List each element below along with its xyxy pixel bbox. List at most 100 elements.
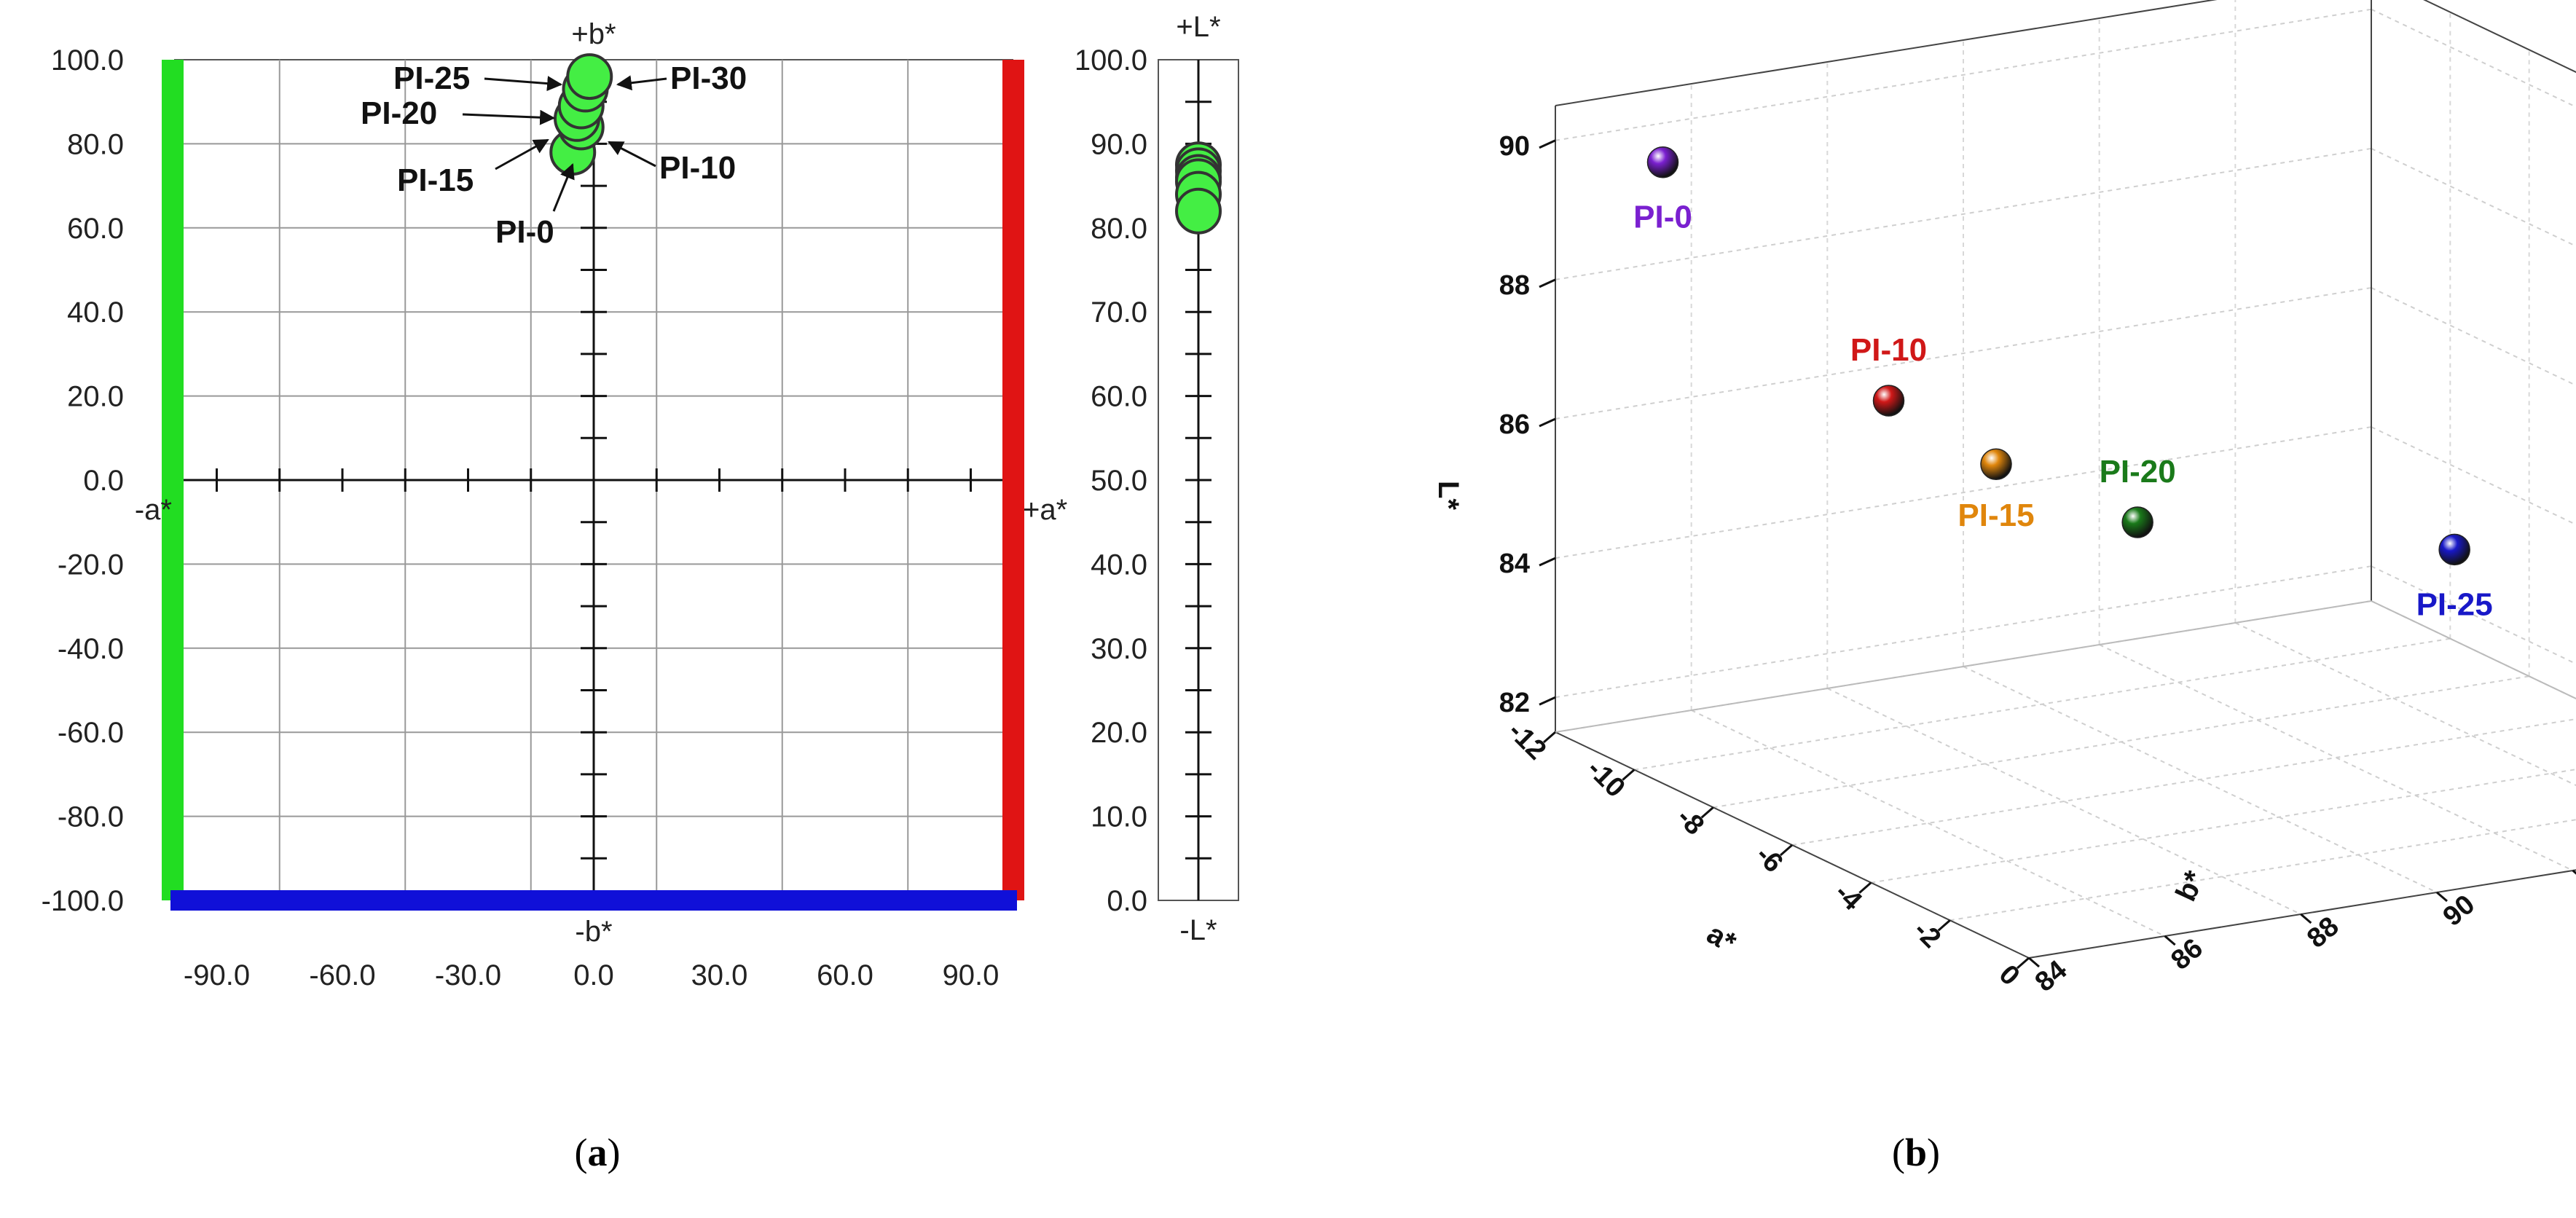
caption-b-letter: b [1905,1131,1927,1174]
box-edge [2423,0,2576,74]
lightness-tick-label: 20.0 [1091,717,1147,749]
box-edge [2028,869,2576,959]
a-tick-label: -12 [1502,716,1552,766]
floor-grid-line [1691,710,2166,937]
axis-name-neg-a: -a* [135,494,172,526]
y-tick-label: -100.0 [42,885,124,917]
edge-neg-a-green [162,60,184,900]
3d-point-label: PI-20 [2100,454,2176,490]
a-tick [1937,919,1951,932]
lab-3d-scatter-chart: 8284868890-12-10-8-6-4-2084868890929496 … [1432,0,2576,998]
3d-point-label: PI-25 [2416,586,2493,622]
axis-label-a-star: a* [1702,918,1742,959]
b-tick [2028,956,2040,968]
x-tick-label: -90.0 [184,959,250,991]
lightness-ticks: 100.0 90.0 80.0 70.0 60.0 50.0 40.0 30.0 20.0 10.… [1075,44,1239,917]
lightness-point [1175,187,1222,235]
caption-a: (a) [575,1131,621,1174]
lightness-tick-label: 80.0 [1091,213,1147,245]
lightness-points [1175,141,1222,235]
ab-point-label: PI-0 [495,214,554,250]
b-tick [2572,869,2576,875]
ab-point-label: PI-30 [670,60,747,96]
a-tick [1543,731,1556,744]
b-tick-label: 84 [2030,955,2073,998]
a-tick [1622,769,1635,781]
box-edge [1555,600,2372,733]
lightness-tick-label: 90.0 [1091,128,1147,160]
z-tick [1539,278,1556,288]
y-tick-label: 60.0 [67,213,124,245]
a-tick-label: -2 [1907,915,1947,954]
3d-point-label: PI-10 [1850,332,1927,368]
3d-point-sphere [2438,533,2470,566]
a-tick-label: -8 [1670,802,1710,841]
x-tick-label: 90.0 [943,959,1000,991]
axis-name-neg-b: -b* [575,916,612,948]
ab-tick-labels: -90.0 -60.0 -30.0 0.0 30.0 60.0 90.0 100.0 80.0 6… [42,44,1000,991]
lightness-tick-label: 100.0 [1075,44,1147,76]
3d-point-sphere [2121,506,2153,538]
3d-point-label: PI-15 [1957,498,2034,533]
z-tick-label: 90 [1499,131,1530,162]
x-tick-label: 60.0 [817,959,873,991]
x-tick-label: -60.0 [309,959,375,991]
wall-grid-line [1555,426,2372,559]
floor-grid-line [2028,869,2576,959]
3d-box-frame [1555,0,2576,959]
wall-grid-line [2371,565,2576,665]
b-tick [2164,935,2176,946]
a-tick-label: -10 [1581,753,1631,804]
z-tick [1539,696,1556,706]
wall-grid-line [2371,426,2576,526]
floor-grid-line [1949,819,2576,922]
y-tick-label: 40.0 [67,296,124,329]
y-tick-label: 20.0 [67,381,124,413]
wall-grid-line [2371,8,2576,108]
z-tick [1539,139,1556,149]
wall-grid-line [2371,147,2576,248]
floor-grid-line [2371,600,2576,700]
a-tick [1700,806,1714,819]
ab-point-label: PI-15 [397,162,474,198]
x-tick-label: 30.0 [691,959,748,991]
b-tick-label: 90 [2438,889,2481,932]
y-tick-label: -80.0 [58,801,124,833]
z-tick-label: 86 [1499,409,1530,440]
y-tick-label: 100.0 [51,44,124,76]
box-edge [2371,600,2576,700]
axis-name-pos-b: +b* [571,18,616,50]
lightness-tick-label: 50.0 [1091,465,1147,497]
edge-neg-b-blue [170,890,1017,911]
ab-point-label: PI-10 [659,150,736,186]
ab-leader-arrow [552,163,575,212]
ab-leader-arrow [484,76,563,92]
ab-point-label: PI-25 [393,60,470,96]
3d-point-label: PI-0 [1633,200,1692,235]
ab-axes [175,60,1013,900]
axis-name-pos-a: +a* [1023,494,1067,526]
wall-grid-line [1555,147,2372,280]
lightness-tick-label: 30.0 [1091,633,1147,665]
wall-grid-line [2371,287,2576,387]
a-tick [1780,844,1793,857]
lightness-tick-label: 10.0 [1091,801,1147,833]
b-tick-label: 88 [2301,911,2344,954]
a-tick [2017,956,2030,970]
floor-grid-line [1791,718,2576,846]
ab-leader-arrow [616,75,667,91]
z-tick-label: 88 [1499,270,1530,301]
z-tick-label: 82 [1499,688,1530,718]
wall-grid-line [1555,565,2372,699]
y-tick-label: -60.0 [58,717,124,749]
3d-point-sphere [1872,385,1905,417]
ab-point-label: PI-20 [361,95,437,131]
wall-grid-line [1555,287,2372,420]
b-tick-label: 92 [2573,868,2576,911]
axis-name-neg-L: -L* [1179,914,1217,946]
z-tick-label: 84 [1499,549,1530,579]
caption-a-letter: a [588,1131,608,1174]
